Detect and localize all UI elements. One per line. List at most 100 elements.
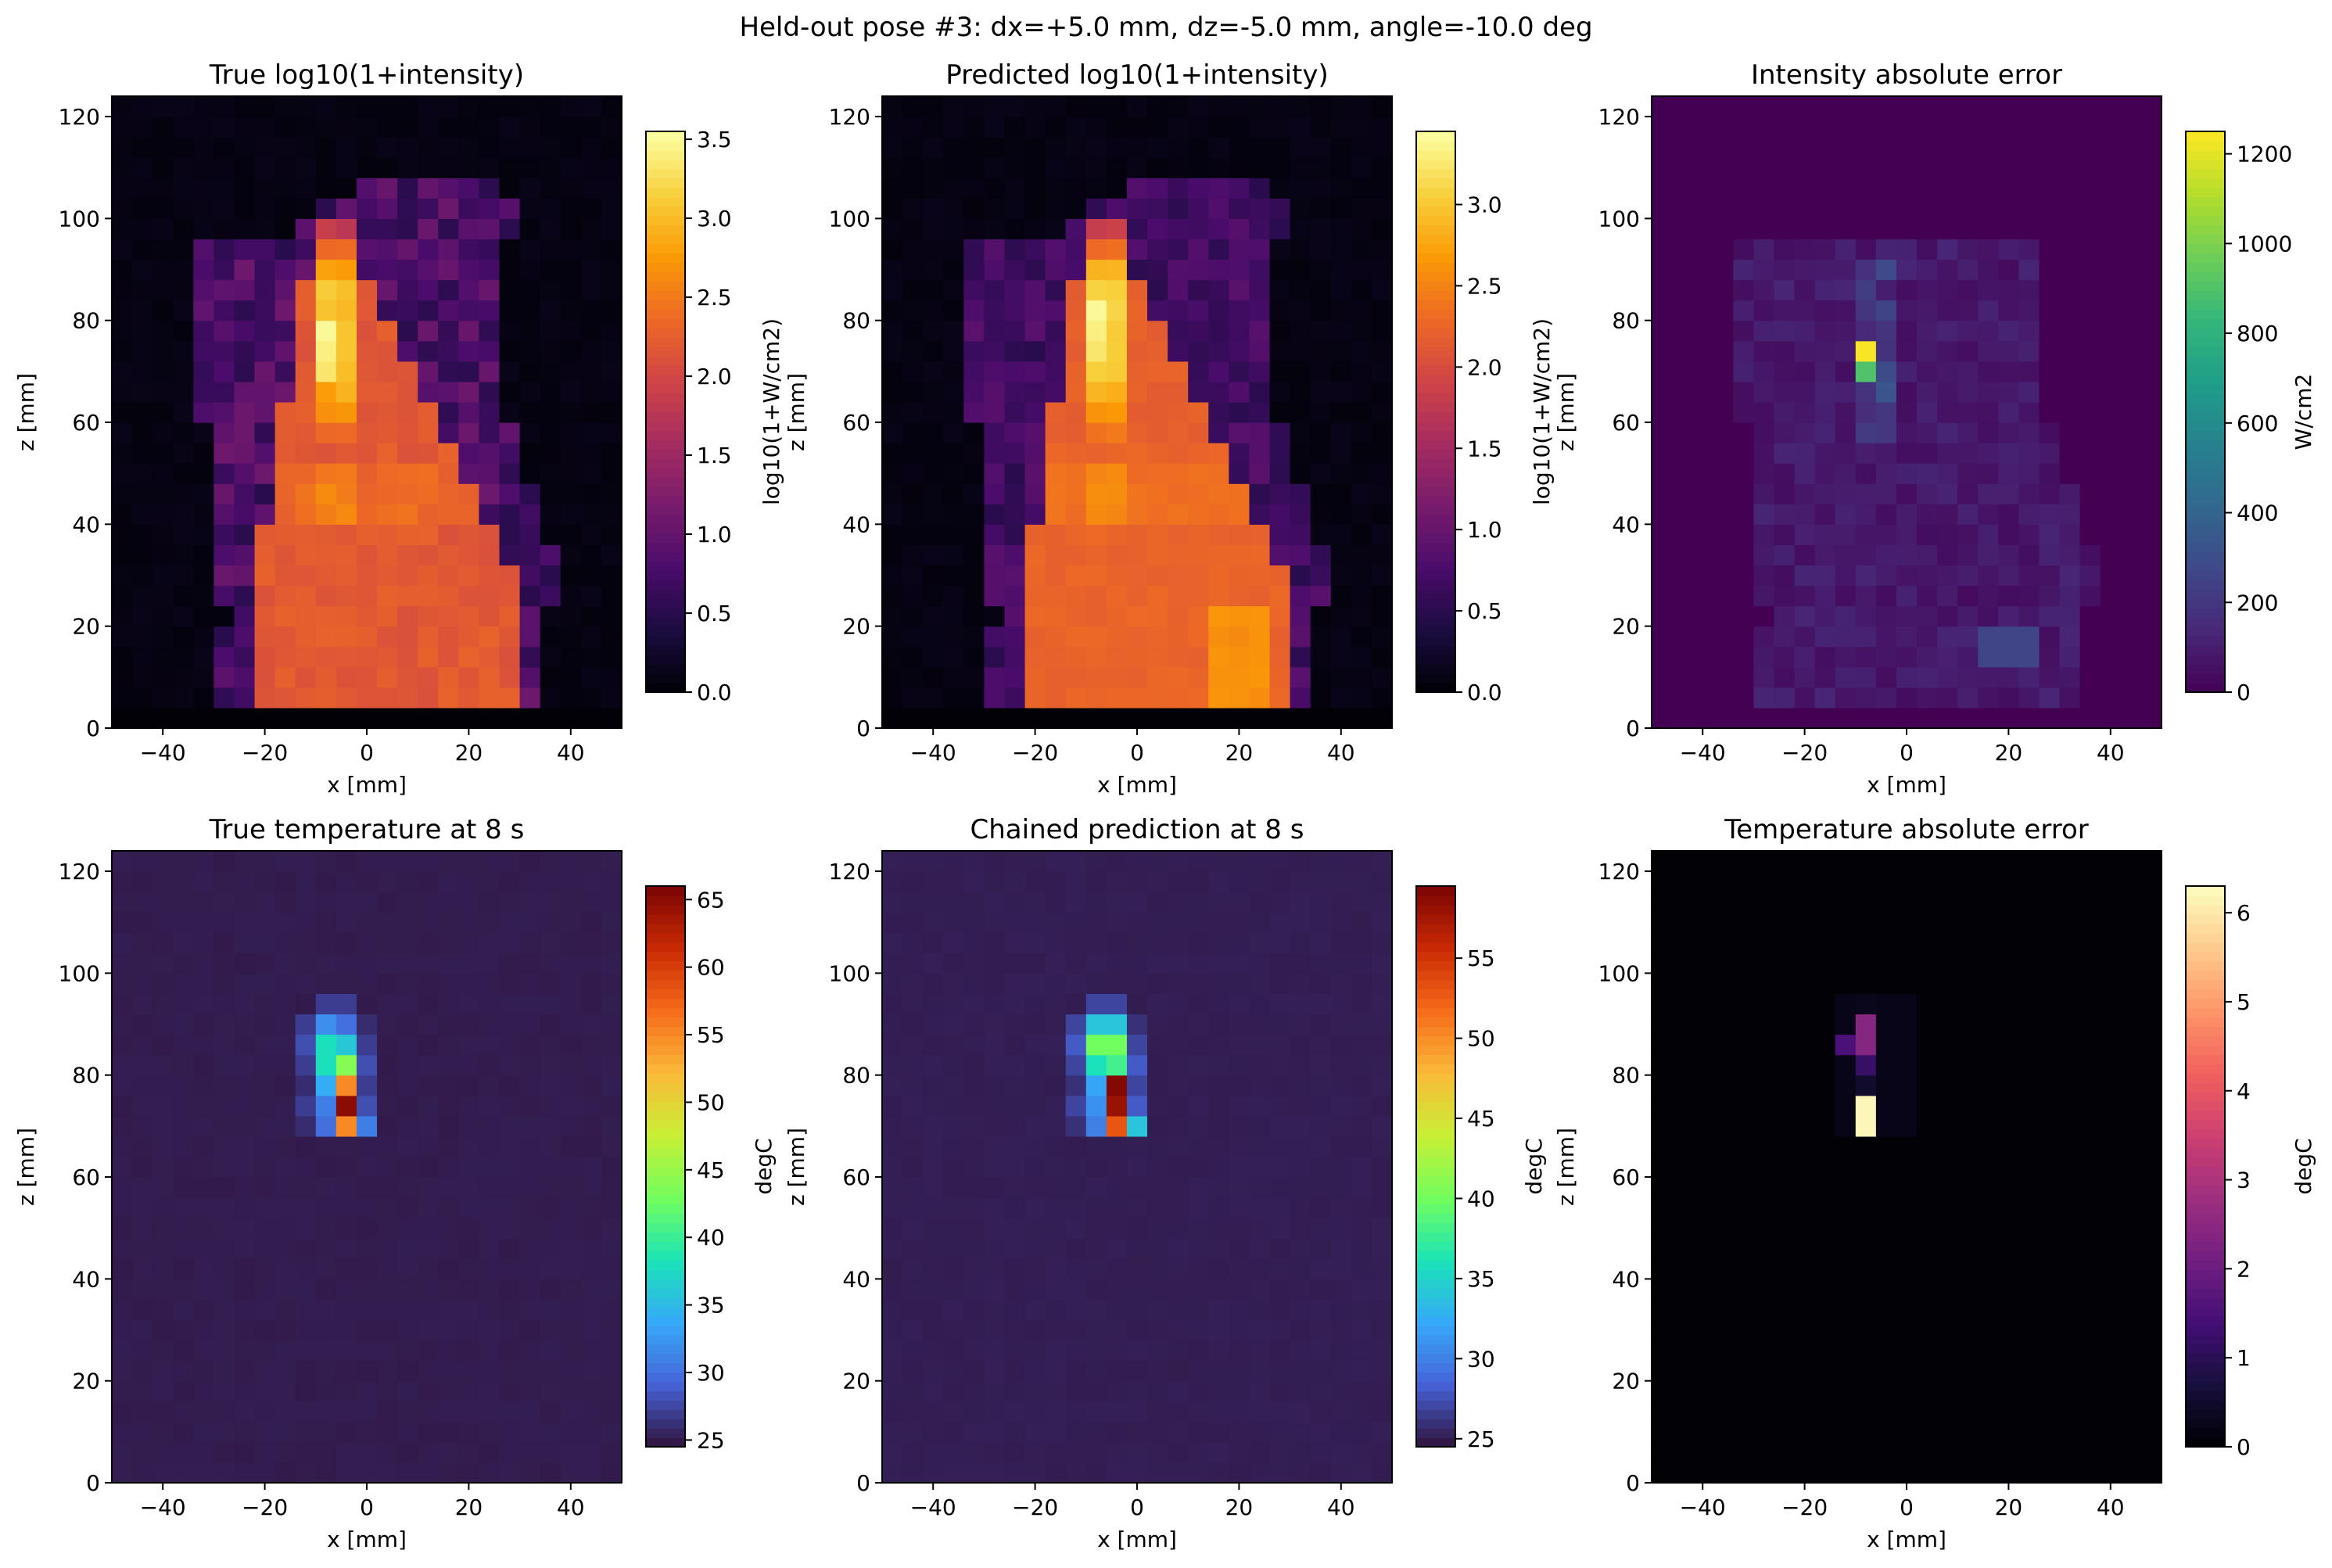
- heatmap-cell: [1713, 504, 1734, 525]
- heatmap-cell: [580, 1238, 602, 1259]
- heatmap-cell: [1896, 1421, 1918, 1443]
- heatmap-cell: [1330, 1218, 1352, 1239]
- heatmap-cell: [1692, 1462, 1713, 1484]
- heatmap-cell: [1249, 1441, 1271, 1463]
- heatmap-cell: [984, 973, 1006, 995]
- heatmap-cell: [1855, 1340, 1877, 1362]
- colorbar-band: [1416, 951, 1455, 962]
- heatmap-cell: [1269, 707, 1291, 729]
- heatmap-cell: [601, 178, 622, 199]
- heatmap-cell: [984, 871, 1006, 892]
- heatmap-cell: [943, 178, 964, 199]
- heatmap-cell: [1229, 973, 1250, 995]
- heatmap-cell: [1351, 626, 1372, 648]
- heatmap-cell: [1330, 912, 1352, 933]
- heatmap-cell: [458, 218, 480, 240]
- heatmap-cell: [458, 117, 480, 138]
- heatmap-cell: [1085, 401, 1107, 423]
- heatmap-cell: [1896, 320, 1918, 342]
- heatmap-cell: [902, 544, 924, 566]
- x-axis-label: x [mm]: [1097, 772, 1177, 798]
- heatmap-cell: [1330, 137, 1352, 158]
- heatmap-cell: [1753, 483, 1775, 504]
- heatmap-cell: [132, 973, 153, 995]
- heatmap-cell: [274, 1340, 296, 1362]
- heatmap-cell: [315, 1014, 337, 1035]
- heatmap-cell: [1004, 1258, 1026, 1279]
- heatmap-cell: [1168, 198, 1189, 219]
- heatmap-cell: [1672, 443, 1693, 464]
- heatmap-cell: [1733, 1095, 1754, 1117]
- heatmap-cell: [458, 524, 480, 546]
- heatmap-cell: [580, 504, 602, 525]
- heatmap-cell: [377, 1441, 398, 1463]
- heatmap-cell: [1652, 1115, 1673, 1137]
- heatmap-cell: [519, 279, 541, 301]
- panel-title: True temperature at 8 s: [209, 814, 525, 845]
- heatmap-cell: [984, 1421, 1006, 1443]
- heatmap-cell: [335, 422, 357, 443]
- heatmap-cell: [1106, 259, 1128, 281]
- heatmap-cell: [173, 137, 194, 158]
- heatmap-cell: [1351, 320, 1372, 342]
- heatmap-cell: [1045, 401, 1067, 423]
- heatmap-cell: [152, 361, 174, 382]
- heatmap-cell: [2079, 96, 2101, 117]
- heatmap-cell: [902, 1054, 924, 1076]
- heatmap-cell: [112, 1319, 133, 1341]
- heatmap-cell: [1371, 892, 1393, 913]
- heatmap-cell: [1672, 300, 1693, 321]
- heatmap-cell: [1290, 666, 1311, 688]
- heatmap-cell: [1065, 1258, 1087, 1279]
- colorbar-band: [646, 1035, 685, 1046]
- heatmap-cell: [1290, 340, 1311, 362]
- heatmap-cell: [1713, 300, 1734, 321]
- heatmap-cell: [1024, 646, 1046, 668]
- heatmap-cell: [1937, 1441, 1958, 1463]
- heatmap-cell: [2018, 605, 2040, 627]
- heatmap-cell: [1733, 1014, 1754, 1035]
- heatmap-cell: [1330, 1340, 1352, 1362]
- heatmap-cell: [1024, 401, 1046, 423]
- heatmap-cell: [152, 259, 174, 281]
- heatmap-cell: [1024, 565, 1046, 587]
- x-tick-label: 40: [2097, 740, 2125, 766]
- heatmap-cell: [112, 1115, 133, 1137]
- heatmap-cell: [1310, 1115, 1332, 1137]
- heatmap-cell: [274, 504, 296, 525]
- heatmap-cell: [1106, 1279, 1128, 1301]
- heatmap-cell: [2059, 157, 2081, 178]
- heatmap-cell: [1371, 483, 1393, 504]
- heatmap-cell: [943, 1340, 964, 1362]
- heatmap-cell: [1004, 1156, 1026, 1178]
- heatmap-cell: [458, 1462, 480, 1484]
- heatmap-cell: [234, 1075, 256, 1096]
- heatmap-cell: [438, 117, 459, 138]
- heatmap-cell: [984, 137, 1006, 158]
- heatmap-cell: [356, 1197, 378, 1218]
- heatmap-cell: [1753, 1095, 1775, 1117]
- colorbar-band: [2186, 140, 2225, 151]
- colorbar-band: [1416, 1222, 1455, 1233]
- heatmap-cell: [112, 157, 133, 178]
- colorbar-band: [646, 374, 685, 385]
- heatmap-cell: [1045, 259, 1067, 281]
- heatmap-cell: [254, 340, 276, 362]
- colorbar-tick-label: 1.0: [697, 522, 732, 547]
- heatmap-cell: [560, 646, 582, 668]
- heatmap-cell: [1652, 1177, 1673, 1198]
- heatmap-cell: [560, 932, 582, 953]
- heatmap-cell: [1774, 973, 1796, 995]
- heatmap-cell: [315, 953, 337, 974]
- heatmap-cell: [1229, 1279, 1250, 1301]
- heatmap-cell: [499, 871, 521, 892]
- heatmap-cell: [923, 1136, 944, 1157]
- heatmap-cell: [356, 993, 378, 1015]
- heatmap-cell: [1024, 912, 1046, 933]
- heatmap-cell: [377, 279, 398, 301]
- heatmap-cell: [1168, 1218, 1189, 1239]
- heatmap-cell: [1229, 1075, 1250, 1096]
- heatmap-cell: [580, 1462, 602, 1484]
- heatmap-cell: [1168, 544, 1189, 566]
- heatmap-cell: [438, 1197, 459, 1218]
